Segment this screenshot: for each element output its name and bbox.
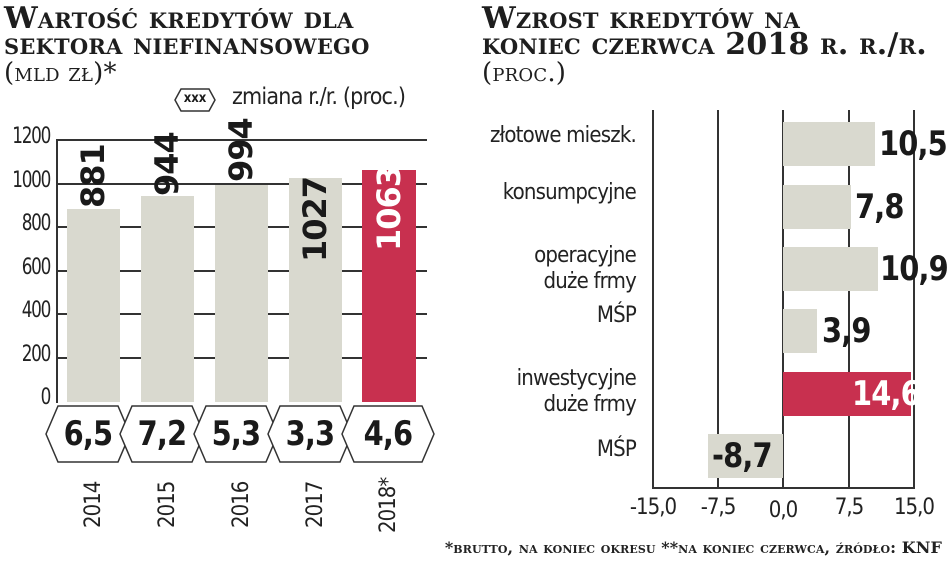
legend-symbol: xxx [183,91,207,106]
right-chart-title: Wzrost kredytów na koniec czerwca 2018 r… [482,1,927,89]
right-title-line1: Wzrost kredytów na [482,1,800,36]
yoy-value: 5,3 [211,414,261,454]
hbar-value: 3,9 [822,311,872,351]
right-unit: (proc.) [482,58,567,88]
ytick: 1000 [12,168,51,193]
hbar-inwestycyjne-duze [783,372,911,416]
yoy-value: 3,3 [285,414,335,454]
category-label: operacyjne [534,243,637,268]
left-chart-title: Wartość kredytów dla sektora niefinansow… [4,1,370,89]
hbar-value: 10,5 [879,124,948,164]
ytick: 200 [21,342,52,367]
category-label: MŚP [596,303,637,328]
yoy-badge-2017: 3,3 [267,405,353,463]
bar-value-label: 1063 [370,165,408,251]
hbar-value: -8,7 [712,436,773,476]
year-label: 2017 [303,481,328,528]
vgrid-7.5 [848,110,850,488]
category-label: MŚP [596,437,637,462]
year-label: 2016 [229,481,254,528]
category-label: konsumpcyjne [502,180,637,205]
y-axis-line [56,139,58,403]
bar-2015 [141,196,194,402]
hbar-konsumpcyjne [783,185,851,229]
bar-2014 [67,209,120,402]
left-unit: (mld zł)* [4,58,117,88]
right-title-line2: koniec czerwca 2018 r. r./r. [482,27,927,62]
gridline [57,139,427,141]
ytick: 400 [21,298,52,323]
xtick: 7,5 [834,495,864,520]
year-label: 2015 [155,481,180,528]
xtick: 0,0 [768,498,798,523]
hbar-value: 7,8 [855,187,905,227]
xtick: -15,0 [629,495,677,520]
ytick: 800 [21,211,52,236]
left-title-line2: sektora niefinansowego [4,27,370,62]
hbar-inwestycyjne-msp [708,434,783,478]
year-label: 2014 [81,481,106,528]
year-label: 2018* [376,477,401,533]
yoy-value: 4,6 [363,414,413,454]
hbar-value: 10,9 [880,249,948,289]
x-axis-line [652,487,915,489]
bar-value-label: 944 [148,132,186,196]
category-label: inwestycyjne [516,366,637,391]
gridline [57,183,427,185]
yoy-badge-2018: 4,6 [341,405,435,463]
bar-value-label: 881 [74,144,112,208]
ytick: 0 [40,385,52,410]
ytick: 1200 [12,124,51,149]
category-label: złotowe mieszk. [489,123,637,148]
xtick: 15,0 [893,495,935,520]
category-label: duże frmy [543,392,637,417]
yoy-value: 6,5 [63,414,113,454]
hbar-value: 14,6 [851,374,921,414]
bar-2017 [289,178,342,402]
hbar-operacyjne-duze [783,247,878,291]
bar-2018 [362,170,416,402]
legend-hex-icon: xxx [170,87,220,113]
vgrid--7.5 [717,110,719,488]
bar-value-label: 1027 [296,176,334,262]
vgrid--15 [652,110,654,488]
legend-label: zmiana r./r. (proc.) [232,84,406,110]
vgrid-0 [782,110,784,488]
left-title-line1: Wartość kredytów dla [4,1,354,36]
bar-2016 [215,185,268,402]
yoy-badge-2014: 6,5 [45,405,131,463]
xtick: -7,5 [700,495,737,520]
category-label: duże frmy [543,269,637,294]
source-footnote: *brutto, na koniec okresu **na koniec cz… [444,538,942,557]
hbar-zlotowe [783,122,875,166]
hbar-operacyjne-msp [783,309,817,353]
vgrid-15 [913,110,915,488]
bar-value-label: 994 [222,118,260,182]
yoy-value: 7,2 [137,414,187,454]
ytick: 600 [21,255,52,280]
